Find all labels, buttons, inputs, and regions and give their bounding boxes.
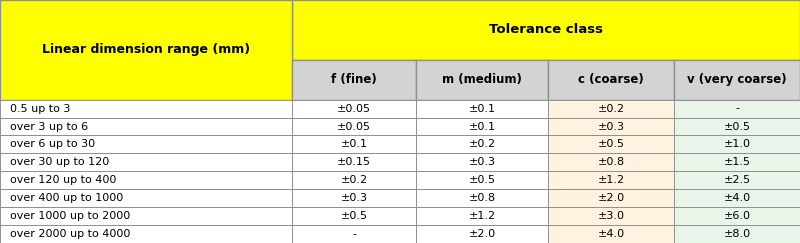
Text: ±4.0: ±4.0	[598, 229, 625, 239]
Bar	[674, 207, 800, 225]
Text: over 120 up to 400: over 120 up to 400	[10, 175, 116, 185]
Text: ±0.15: ±0.15	[337, 157, 371, 167]
Text: ±0.05: ±0.05	[337, 104, 371, 113]
Bar	[292, 60, 416, 100]
Bar	[292, 100, 416, 118]
Bar	[548, 118, 674, 136]
Text: ±0.2: ±0.2	[598, 104, 625, 113]
Text: over 2000 up to 4000: over 2000 up to 4000	[10, 229, 130, 239]
Bar	[0, 189, 292, 207]
Text: ±1.2: ±1.2	[598, 175, 625, 185]
Bar	[674, 153, 800, 171]
Text: f (fine): f (fine)	[331, 73, 377, 86]
Text: ±4.0: ±4.0	[724, 193, 750, 203]
Text: ±0.1: ±0.1	[341, 139, 367, 149]
Bar	[548, 136, 674, 153]
Text: c (coarse): c (coarse)	[578, 73, 644, 86]
Text: ±0.3: ±0.3	[598, 122, 625, 131]
Text: over 3 up to 6: over 3 up to 6	[10, 122, 88, 131]
Text: ±0.3: ±0.3	[469, 157, 495, 167]
Text: ±0.05: ±0.05	[337, 122, 371, 131]
Text: ±2.0: ±2.0	[469, 229, 495, 239]
Text: -: -	[735, 104, 739, 113]
Text: over 400 up to 1000: over 400 up to 1000	[10, 193, 123, 203]
Text: ±0.2: ±0.2	[341, 175, 367, 185]
Text: ±0.5: ±0.5	[598, 139, 625, 149]
Bar	[292, 0, 800, 60]
Text: ±0.1: ±0.1	[469, 104, 495, 113]
Bar	[292, 171, 416, 189]
Bar	[416, 118, 548, 136]
Bar	[416, 225, 548, 243]
Text: -: -	[352, 229, 356, 239]
Text: ±0.1: ±0.1	[469, 122, 495, 131]
Text: over 1000 up to 2000: over 1000 up to 2000	[10, 211, 130, 221]
Text: ±6.0: ±6.0	[724, 211, 750, 221]
Bar	[0, 207, 292, 225]
Text: Linear dimension range (mm): Linear dimension range (mm)	[42, 43, 250, 56]
Bar	[0, 225, 292, 243]
Text: ±2.5: ±2.5	[724, 175, 750, 185]
Text: 0.5 up to 3: 0.5 up to 3	[10, 104, 70, 113]
Bar	[0, 153, 292, 171]
Bar	[416, 153, 548, 171]
Text: m (medium): m (medium)	[442, 73, 522, 86]
Text: ±0.8: ±0.8	[469, 193, 495, 203]
Bar	[416, 60, 548, 100]
Bar	[548, 153, 674, 171]
Bar	[548, 60, 674, 100]
Text: ±0.5: ±0.5	[469, 175, 495, 185]
Bar	[416, 207, 548, 225]
Bar	[416, 171, 548, 189]
Bar	[548, 171, 674, 189]
Text: ±3.0: ±3.0	[598, 211, 625, 221]
Text: over 6 up to 30: over 6 up to 30	[10, 139, 94, 149]
Text: Tolerance class: Tolerance class	[489, 23, 603, 36]
Bar	[0, 171, 292, 189]
Text: ±1.5: ±1.5	[724, 157, 750, 167]
Bar	[548, 225, 674, 243]
Bar	[0, 100, 292, 118]
Bar	[0, 136, 292, 153]
Bar	[674, 225, 800, 243]
Text: ±0.5: ±0.5	[341, 211, 367, 221]
Text: ±0.5: ±0.5	[724, 122, 750, 131]
Bar	[416, 100, 548, 118]
Text: ±0.8: ±0.8	[598, 157, 625, 167]
Bar	[416, 189, 548, 207]
Bar	[416, 136, 548, 153]
Text: ±8.0: ±8.0	[724, 229, 750, 239]
Text: ±1.2: ±1.2	[469, 211, 495, 221]
Bar	[674, 118, 800, 136]
Text: ±2.0: ±2.0	[598, 193, 625, 203]
Text: over 30 up to 120: over 30 up to 120	[10, 157, 109, 167]
Text: ±0.3: ±0.3	[341, 193, 367, 203]
Bar	[548, 100, 674, 118]
Text: v (very coarse): v (very coarse)	[687, 73, 787, 86]
Bar	[674, 171, 800, 189]
Bar	[0, 118, 292, 136]
Bar	[548, 207, 674, 225]
Bar	[674, 100, 800, 118]
Bar	[292, 153, 416, 171]
Bar	[674, 136, 800, 153]
Text: ±0.2: ±0.2	[469, 139, 495, 149]
Bar	[292, 118, 416, 136]
Bar	[292, 207, 416, 225]
Bar	[292, 136, 416, 153]
Bar	[292, 189, 416, 207]
Bar	[674, 60, 800, 100]
Bar	[548, 189, 674, 207]
Text: ±1.0: ±1.0	[724, 139, 750, 149]
Bar	[674, 189, 800, 207]
Bar	[0, 0, 292, 100]
Bar	[292, 225, 416, 243]
